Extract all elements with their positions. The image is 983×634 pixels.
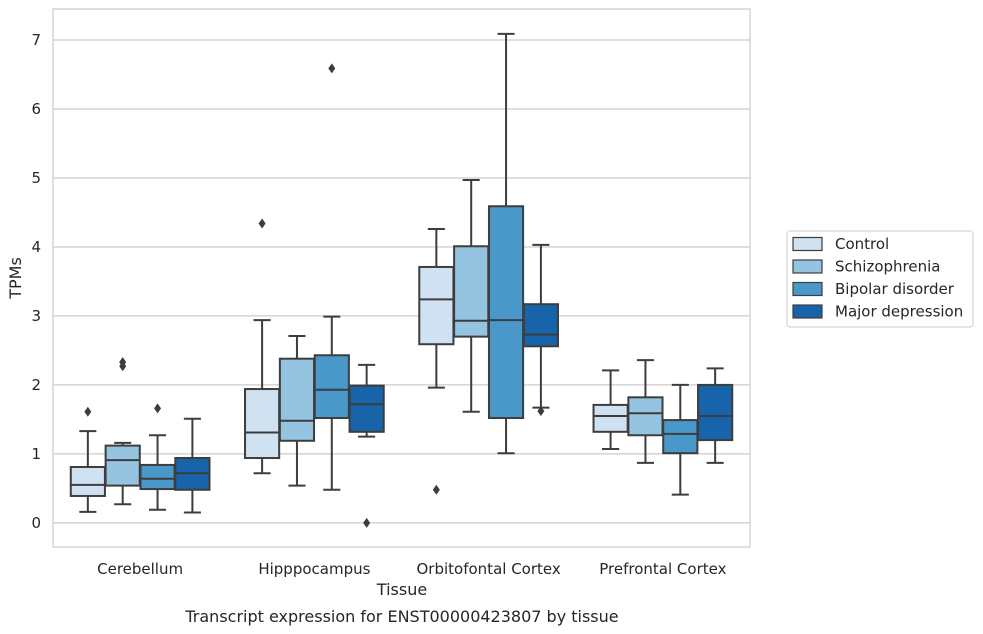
iqr-box [453,245,490,338]
iqr-box [139,463,176,491]
iqr-box [662,419,699,455]
legend-swatch [792,304,823,319]
box-schizophrenia [278,334,316,487]
box-schizophrenia [453,179,490,413]
iqr-box [627,396,664,437]
y-tick-label: 3 [31,307,41,325]
y-tick-label: 5 [31,169,41,187]
y-tick-label: 4 [31,238,41,256]
box-schizophrenia [627,359,664,464]
outlier-point [432,484,440,495]
plot-frame [52,8,751,548]
legend-swatch [792,236,823,252]
iqr-box [522,303,559,348]
legend-swatch [792,281,823,297]
outlier-point [84,406,92,417]
legend-swatch [792,259,823,274]
box-major-depression [522,243,559,417]
y-tick-label: 6 [31,100,41,118]
box-bipolar-disorder [662,383,699,496]
legend-frame [786,230,974,328]
outlier-point [537,406,545,417]
x-tick-labels: Cerebellum Hipppocampus Orbitofontal Corte… [97,560,726,578]
box-schizophrenia [104,357,141,506]
outlier-point [119,357,127,368]
outlier-point [328,63,336,74]
y-tick-label: 7 [31,31,41,49]
iqr-box [278,357,316,442]
legend-label: Major depression [835,303,963,321]
outlier-point [154,403,162,414]
legend-label: Schizophrenia [835,258,940,276]
iqr-box [244,388,281,460]
iqr-box [313,354,350,420]
box-control [592,369,629,451]
x-tick-label: Prefrontal Cortex [599,560,726,578]
box-major-depression [348,363,385,528]
y-tick-label: 1 [31,445,41,463]
iqr-box [487,205,525,420]
outlier-point [363,517,371,528]
y-tick-label: 2 [31,376,41,394]
iqr-box [104,444,141,487]
y-tick-label: 0 [31,514,41,532]
iqr-box [418,265,455,346]
iqr-box [69,465,106,497]
iqr-box [592,403,629,433]
box-bipolar-disorder [139,403,176,511]
x-tick-label: Orbitofontal Cortex [417,560,561,578]
y-tick-labels: 0 1 2 3 4 5 6 7 [31,31,41,532]
box-major-depression [697,367,734,464]
gridlines [53,39,750,524]
box-major-depression [174,417,211,514]
y-axis-label: TPMs [6,257,25,300]
iqr-box [697,383,734,442]
legend-label: Bipolar disorder [835,280,955,298]
x-tick-label: Cerebellum [97,560,183,578]
box-control [418,228,455,495]
outlier-point [258,218,266,229]
box-control [69,406,106,513]
plot-background [53,9,750,547]
x-tick-label: Hipppocampus [258,560,370,578]
x-axis-label: Tissue [376,580,427,599]
legend: Control Schizophrenia Bipolar disorder Majo… [786,230,974,328]
legend-label: Control [835,235,889,253]
boxes [69,32,734,528]
box-control [244,218,281,475]
iqr-box [348,384,385,433]
figure-caption: Transcript expression for ENST0000042380… [184,607,618,626]
